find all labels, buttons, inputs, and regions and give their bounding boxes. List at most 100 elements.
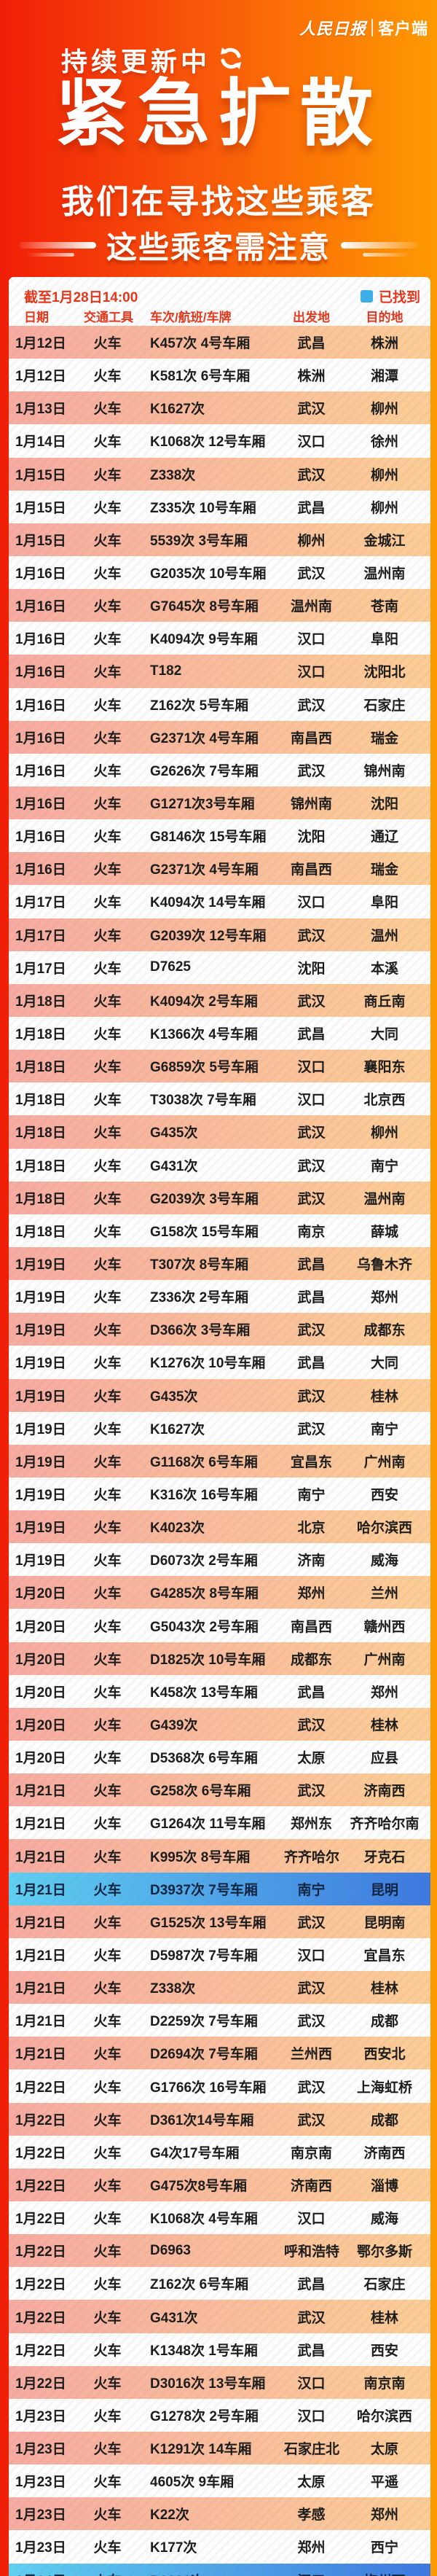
row-to: 瑞金 xyxy=(370,730,398,746)
row-date: 1月15日 xyxy=(15,533,66,549)
table-row: 1月17日 火车 K4094次 14号车厢 汉口 阜阳 xyxy=(9,885,430,918)
row-to: 桂林 xyxy=(370,1389,398,1405)
row-to: 广州南 xyxy=(363,1652,406,1668)
table-row: 1月18日 火车 K4094次 2号车厢 武汉 商丘南 xyxy=(9,983,430,1017)
brand-suffix: 客户端 xyxy=(377,20,428,38)
row-mode: 火车 xyxy=(93,2145,122,2161)
row-from: 汉口 xyxy=(297,665,326,681)
row-date: 1月23日 xyxy=(15,2408,66,2424)
row-to: 威海 xyxy=(370,2212,398,2228)
row-train: D1825次 10号车厢 xyxy=(150,1652,266,1668)
table-row: 1月12日 火车 K581次 6号车厢 株洲 湘潭 xyxy=(9,359,430,392)
row-from: 武汉 xyxy=(297,1158,326,1174)
row-from: 呼和浩特 xyxy=(284,2244,340,2260)
row-mode: 火车 xyxy=(93,2507,122,2524)
row-from: 武汉 xyxy=(297,467,326,483)
banner-title: 这些乘客需注意 xyxy=(106,230,331,265)
row-from: 武汉 xyxy=(297,2014,326,2030)
row-to: 阜阳 xyxy=(370,895,398,911)
row-from: 孝感 xyxy=(297,2507,326,2524)
row-to: 平遥 xyxy=(370,2475,398,2491)
row-to: 阜阳 xyxy=(370,632,398,648)
row-train: D7625 xyxy=(150,959,191,975)
row-mode: 火车 xyxy=(93,1784,122,1800)
row-mode: 火车 xyxy=(93,1981,122,1997)
row-to: 兰州 xyxy=(370,1586,398,1602)
row-train: G1264次 11号车厢 xyxy=(150,1816,266,1833)
table-row: 1月22日 火车 G475次8号车厢 济南西 淄博 xyxy=(9,2168,430,2202)
row-date: 1月21日 xyxy=(15,1915,66,1931)
row-mode: 火车 xyxy=(93,895,122,911)
row-train: 4605次 9车厢 xyxy=(150,2475,235,2491)
row-to: 锦州南 xyxy=(363,763,406,779)
row-to: 本溪 xyxy=(370,961,398,977)
row-from: 武汉 xyxy=(297,1717,326,1733)
row-date: 1月22日 xyxy=(15,2343,66,2359)
row-date: 1月16日 xyxy=(15,599,66,615)
table-row: 1月20日 火车 G5043次 2号车厢 南昌西 赣州西 xyxy=(9,1609,430,1642)
row-from: 汉口 xyxy=(297,2376,326,2392)
table-row: 1月16日 火车 G1271次3号车厢 锦州南 沈阳 xyxy=(9,786,430,820)
row-mode: 火车 xyxy=(93,500,122,516)
row-date: 1月22日 xyxy=(15,2178,66,2194)
row-train: K1291次 14车厢 xyxy=(150,2442,252,2458)
row-train: G1271次3号车厢 xyxy=(150,797,255,813)
row-from: 沈阳 xyxy=(297,961,326,977)
row-to: 淄博 xyxy=(370,2178,398,2194)
table-row: 1月15日 火车 Z335次 10号车厢 武昌 柳州 xyxy=(9,490,430,523)
table-row: 1月12日 火车 K457次 4号车厢 武昌 株洲 xyxy=(9,326,430,359)
row-mode: 火车 xyxy=(93,1257,122,1273)
row-mode: 火车 xyxy=(93,862,122,878)
row-from: 武昌 xyxy=(297,336,326,352)
table-row: 1月18日 火车 G2039次 3号车厢 武汉 温州南 xyxy=(9,1181,430,1214)
row-train: G2039次 3号车厢 xyxy=(150,1191,259,1207)
row-mode: 火车 xyxy=(93,566,122,582)
row-date: 1月16日 xyxy=(15,665,66,681)
row-train: 5539次 3号车厢 xyxy=(150,533,248,549)
row-to: 成都 xyxy=(370,2014,398,2030)
row-mode: 火车 xyxy=(93,599,122,615)
row-date: 1月19日 xyxy=(15,1257,66,1273)
row-from: 武昌 xyxy=(297,1685,326,1701)
row-from: 济南西 xyxy=(290,2178,332,2194)
row-mode: 火车 xyxy=(93,1717,122,1733)
row-date: 1月15日 xyxy=(15,467,66,483)
table-row: 1月22日 火车 D6963 呼和浩特 鄂尔多斯 xyxy=(9,2234,430,2268)
row-date: 1月22日 xyxy=(15,2112,66,2128)
row-date: 1月20日 xyxy=(15,1685,66,1701)
row-train: G431次 xyxy=(150,1158,198,1174)
row-mode: 火车 xyxy=(93,1553,122,1569)
row-date: 1月21日 xyxy=(15,1882,66,1898)
row-train: Z335次 10号车厢 xyxy=(150,500,256,516)
row-date: 1月22日 xyxy=(15,2310,66,2326)
row-date: 1月20日 xyxy=(15,1619,66,1635)
row-train: Z162次 6号车厢 xyxy=(150,2277,249,2293)
row-from: 温州南 xyxy=(290,599,332,615)
row-to: 南宁 xyxy=(370,1158,398,1174)
banner-left-streak xyxy=(18,241,96,257)
row-date: 1月21日 xyxy=(15,2047,66,2063)
row-mode: 火车 xyxy=(93,961,122,977)
row-from: 武汉 xyxy=(297,1389,326,1405)
row-mode: 火车 xyxy=(93,632,122,648)
row-to: 襄阳东 xyxy=(363,1060,406,1076)
row-date: 1月22日 xyxy=(15,2277,66,2293)
row-to: 温州 xyxy=(370,928,398,944)
table-row: 1月21日 火车 D2694次 7号车厢 兰州西 西安北 xyxy=(9,2037,430,2070)
row-to: 济南西 xyxy=(363,1784,406,1800)
row-mode: 火车 xyxy=(93,336,122,352)
page-title: 紧急扩散 xyxy=(55,73,382,155)
updating-label: 持续更新中 xyxy=(61,47,211,77)
row-train: G6859次 5号车厢 xyxy=(150,1060,259,1076)
row-to: 沈阳北 xyxy=(363,665,406,681)
table-row: 1月21日 火车 D5987次 7号车厢 汉口 宜昌东 xyxy=(9,1937,430,1972)
row-from: 武昌 xyxy=(297,2277,326,2293)
table-row: 1月20日 火车 D1825次 10号车厢 成都东 广州南 xyxy=(9,1642,430,1675)
row-train: D3286次 xyxy=(131,2570,284,2576)
row-date: 1月17日 xyxy=(15,961,66,977)
row-train: G158次 15号车厢 xyxy=(150,1224,259,1240)
row-to: 上海虹桥 xyxy=(356,2080,412,2096)
row-train: T307次 8号车厢 xyxy=(150,1257,249,1273)
row-mode: 火车 xyxy=(93,994,122,1010)
row-mode: 火车 xyxy=(93,1060,122,1076)
